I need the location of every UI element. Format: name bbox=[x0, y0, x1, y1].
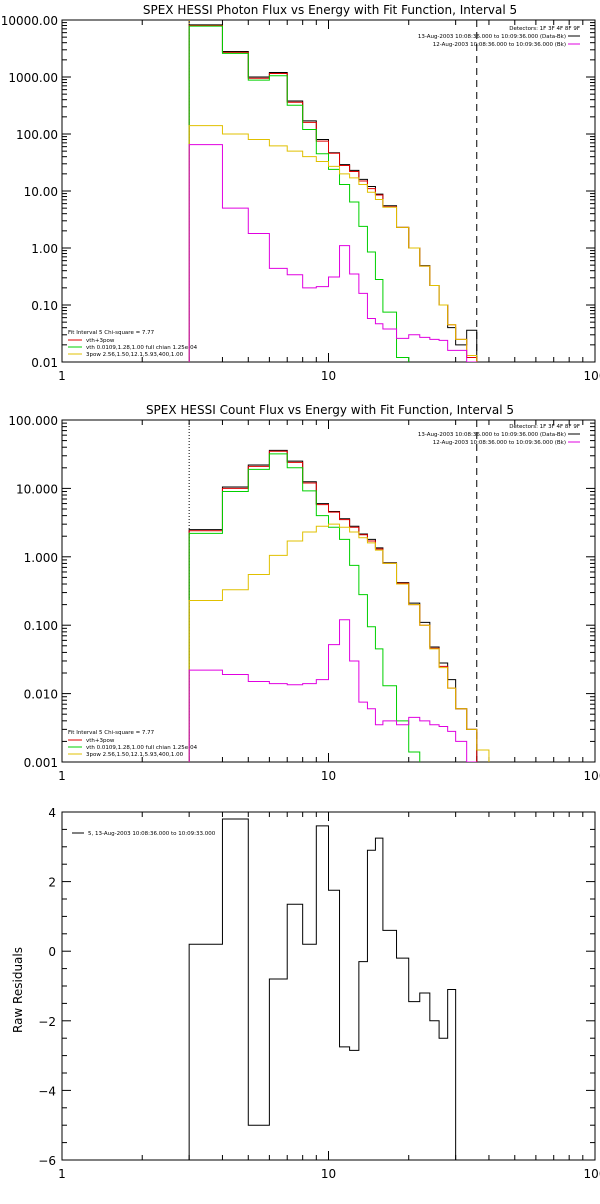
residuals-panel: Raw Residuals 5, 13-Aug-2003 10:08:36.00… bbox=[11, 806, 600, 1181]
y-tick-label-2-3: −2 bbox=[38, 1015, 56, 1029]
y-tick-label-1-3: 1.000 bbox=[24, 551, 58, 565]
series-2-0 bbox=[188, 818, 457, 1160]
series-0-2 bbox=[188, 25, 410, 362]
count-legend-detectors: Detectors: 1F 3F 4F 8F 9F bbox=[509, 424, 580, 430]
y-tick-label-1-5: 100.000 bbox=[8, 414, 58, 428]
count-legend-model: vth+3pow bbox=[86, 738, 115, 744]
y-tick-label-0-5: 1000.00 bbox=[8, 71, 58, 85]
residuals-ylabel: Raw Residuals bbox=[11, 947, 25, 1033]
x-tick-label-1-1: 10 bbox=[321, 769, 336, 783]
x-tick-label-0-1: 10 bbox=[321, 369, 336, 383]
y-tick-label-1-0: 0.001 bbox=[24, 756, 58, 770]
count-legend-fit-interval: Fit Interval 5 Chi-square = 7.77 bbox=[68, 730, 155, 736]
photon-legend-detectors: Detectors: 1F 3F 4F 8F 9F bbox=[509, 26, 580, 32]
series-1-4 bbox=[188, 619, 478, 762]
series-0-3 bbox=[188, 125, 478, 362]
count-flux-title: SPEX HESSI Count Flux vs Energy with Fit… bbox=[146, 403, 514, 417]
series-1-2 bbox=[188, 453, 421, 762]
photon-flux-panel: SPEX HESSI Photon Flux vs Energy with Fi… bbox=[1, 3, 600, 383]
x-tick-label-0-2: 100 bbox=[584, 369, 600, 383]
y-tick-label-0-4: 100.00 bbox=[16, 128, 58, 142]
count-legend-bk: 12-Aug-2003 10:08:36.000 to 10:09:36.000… bbox=[433, 440, 566, 446]
count-flux-panel: SPEX HESSI Count Flux vs Energy with Fit… bbox=[8, 403, 600, 783]
series-0-4 bbox=[188, 144, 478, 362]
x-tick-label-2-0: 1 bbox=[58, 1167, 66, 1181]
y-tick-label-0-2: 1.00 bbox=[31, 242, 58, 256]
x-tick-label-1-0: 1 bbox=[58, 769, 66, 783]
y-tick-label-1-4: 10.000 bbox=[16, 482, 58, 496]
x-tick-label-2-1: 10 bbox=[321, 1167, 336, 1181]
y-tick-label-0-1: 0.10 bbox=[31, 299, 58, 313]
y-tick-label-2-4: −4 bbox=[38, 1084, 56, 1098]
x-tick-label-0-0: 1 bbox=[58, 369, 66, 383]
count-legend-vth: vth 0.0109,1.28,1.00 full chian 1.25e-04 bbox=[86, 745, 198, 751]
x-tick-label-1-2: 100 bbox=[584, 769, 600, 783]
count-legend-3pow: 3pow 2.56,1.50,12.1,5.93,400,1.00 bbox=[86, 752, 184, 758]
y-tick-label-0-0: 0.01 bbox=[31, 356, 58, 370]
y-tick-label-1-2: 0.100 bbox=[24, 619, 58, 633]
y-tick-label-2-5: −6 bbox=[38, 1154, 56, 1168]
photon-legend-data: 13-Aug-2003 10:08:36.000 to 10:09:36.000… bbox=[418, 34, 566, 40]
photon-legend-vth: vth 0.0109,1.28,1.00 full chian 1.25e-04 bbox=[86, 345, 198, 351]
y-tick-label-1-1: 0.010 bbox=[24, 688, 58, 702]
series-1-3 bbox=[188, 523, 490, 762]
count-legend-data: 13-Aug-2003 10:08:36.000 to 10:09:36.000… bbox=[418, 432, 566, 438]
photon-legend-3pow: 3pow 2.56,1.50,12.1,5.93,400,1.00 bbox=[86, 352, 184, 358]
photon-flux-title: SPEX HESSI Photon Flux vs Energy with Fi… bbox=[143, 3, 517, 17]
y-tick-label-0-3: 10.00 bbox=[24, 185, 58, 199]
y-tick-label-2-0: 4 bbox=[48, 806, 56, 820]
x-tick-label-2-2: 100 bbox=[584, 1167, 600, 1181]
residuals-legend: 5, 13-Aug-2003 10:08:36.000 to 10:09:33.… bbox=[88, 831, 216, 837]
photon-legend-bk: 12-Aug-2003 10:08:36.000 to 10:09:36.000… bbox=[433, 42, 566, 48]
y-tick-label-0-6: 10000.00 bbox=[1, 14, 58, 28]
y-tick-label-2-2: 0 bbox=[48, 945, 56, 959]
y-tick-label-2-1: 2 bbox=[48, 876, 56, 890]
photon-legend-model: vth+3pow bbox=[86, 338, 115, 344]
photon-legend-fit-interval: Fit Interval 5 Chi-square = 7.77 bbox=[68, 330, 155, 336]
